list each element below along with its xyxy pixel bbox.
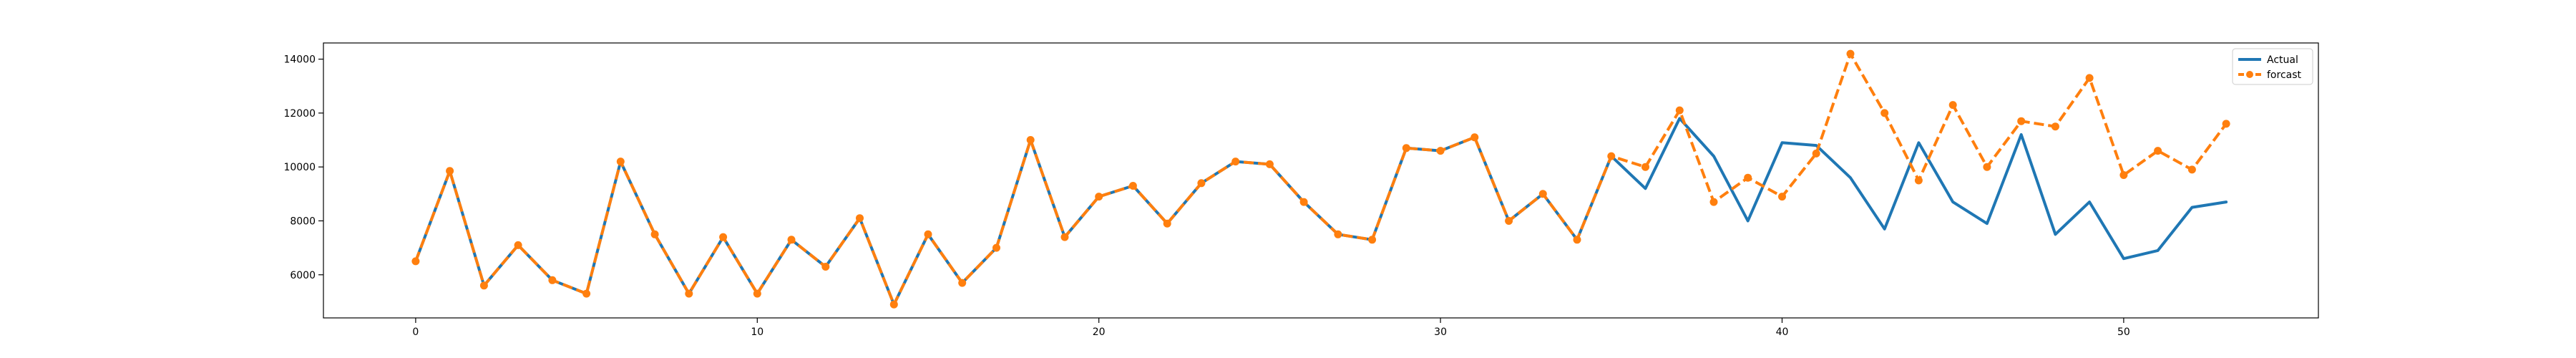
data-point-forcast: [1197, 179, 1206, 188]
data-point-forcast: [2187, 165, 2196, 174]
data-point-forcast: [1812, 149, 1820, 158]
data-point-forcast: [2051, 122, 2059, 131]
data-point-forcast: [1846, 49, 1855, 58]
data-point-forcast: [1948, 101, 1957, 110]
data-point-forcast: [1265, 160, 1274, 168]
data-point-forcast: [1095, 193, 1103, 201]
x-tick-label: 50: [2117, 326, 2130, 338]
x-tick-label: 10: [751, 326, 763, 338]
y-tick-label: 10000: [283, 162, 316, 173]
plot-area: [411, 49, 2230, 309]
legend-marker: [2246, 71, 2253, 78]
data-point-forcast: [1880, 109, 1889, 117]
plot-frame: [323, 42, 2319, 319]
data-point-forcast: [1778, 193, 1786, 201]
data-point-forcast: [616, 158, 625, 166]
data-point-forcast: [1914, 176, 1923, 185]
data-point-forcast: [2154, 147, 2162, 155]
data-point-forcast: [1744, 173, 1752, 182]
data-point-forcast: [1368, 236, 1377, 244]
data-point-forcast: [2119, 171, 2128, 179]
data-point-forcast: [411, 257, 420, 266]
data-point-forcast: [479, 281, 488, 290]
data-point-forcast: [2222, 120, 2230, 128]
data-point-forcast: [582, 289, 591, 298]
data-point-forcast: [787, 236, 796, 244]
data-point-forcast: [1026, 136, 1035, 144]
axes: 0 10 20 30 40 50 6000 8000 10000 12000 14000: [283, 42, 2319, 338]
legend-label: forcast: [2267, 69, 2302, 81]
data-point-forcast: [1128, 182, 1137, 190]
y-tick-label: 8000: [290, 216, 316, 227]
data-point-forcast: [1299, 198, 1308, 206]
data-point-forcast: [1470, 133, 1479, 142]
y-tick-label: 6000: [290, 270, 316, 281]
data-point-forcast: [1402, 144, 1410, 153]
x-tick-label: 20: [1093, 326, 1106, 338]
data-point-forcast: [2085, 74, 2094, 82]
x-tick-label: 0: [412, 326, 419, 338]
data-point-forcast: [924, 230, 932, 238]
data-point-forcast: [856, 214, 864, 223]
data-point-forcast: [1163, 219, 1171, 228]
data-point-forcast: [1231, 158, 1240, 166]
data-point-forcast: [1060, 233, 1069, 241]
x-tick-label: 30: [1434, 326, 1447, 338]
legend: Actual forcast: [2232, 48, 2313, 85]
data-point-forcast: [1983, 163, 1991, 171]
data-point-forcast: [548, 276, 557, 284]
data-point-forcast: [1641, 163, 1649, 171]
data-point-forcast: [753, 289, 761, 298]
data-point-forcast: [685, 289, 693, 298]
data-point-forcast: [2017, 117, 2026, 125]
x-tick-label: 40: [1776, 326, 1789, 338]
data-point-forcast: [821, 263, 830, 271]
data-point-forcast: [650, 230, 659, 238]
data-point-forcast: [1675, 106, 1684, 115]
y-tick-label: 14000: [283, 54, 316, 66]
data-point-forcast: [1573, 236, 1581, 244]
data-point-forcast: [889, 300, 898, 309]
data-point-forcast: [514, 241, 522, 249]
data-point-forcast: [1334, 230, 1342, 238]
data-point-forcast: [958, 279, 967, 287]
data-point-forcast: [1538, 190, 1547, 198]
data-point-forcast: [1436, 147, 1445, 155]
data-point-forcast: [1607, 152, 1616, 160]
data-point-forcast: [1505, 217, 1513, 225]
legend-label: Actual: [2267, 54, 2298, 66]
data-point-forcast: [1709, 198, 1718, 206]
data-point-forcast: [992, 243, 1000, 252]
data-point-forcast: [719, 233, 728, 241]
y-tick-label: 12000: [283, 108, 316, 120]
series-line-forcast: [414, 52, 2228, 306]
data-point-forcast: [446, 167, 454, 175]
